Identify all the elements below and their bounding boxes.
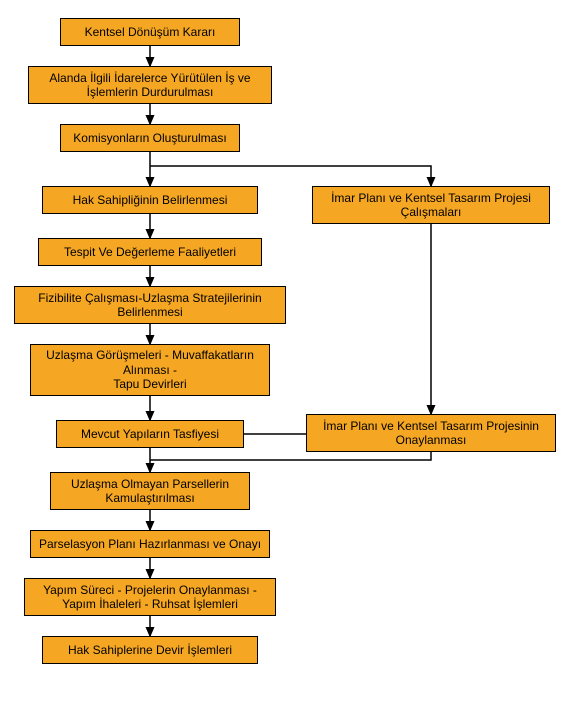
flow-node-n7: Uzlaşma Görüşmeleri - Muvaffakatların Al… [30, 344, 270, 396]
flowchart-canvas: Kentsel Dönüşüm Kararı Alanda İlgili İdar… [0, 0, 568, 716]
flow-node-r1: İmar Planı ve Kentsel Tasarım Projesi Ça… [312, 186, 550, 224]
flow-node-n2: Alanda İlgili İdarelerce Yürütülen İş ve… [28, 66, 272, 104]
flow-node-n12: Hak Sahiplerine Devir İşlemleri [42, 636, 258, 664]
flow-node-n10: Parselasyon Planı Hazırlanması ve Onayı [30, 530, 270, 558]
flow-node-r2: İmar Planı ve Kentsel Tasarım Projesinin… [306, 414, 556, 452]
flow-node-n11: Yapım Süreci - Projelerin Onaylanması - … [24, 578, 276, 616]
flow-node-n8: Mevcut Yapıların Tasfiyesi [56, 420, 244, 448]
flow-node-n4: Hak Sahipliğinin Belirlenmesi [42, 186, 258, 214]
flow-node-n3: Komisyonların Oluşturulması [60, 124, 240, 152]
edge-r2-n9 [150, 452, 431, 460]
flow-node-n6: Fizibilite Çalışması-Uzlaşma Stratejiler… [14, 286, 286, 324]
flow-node-n9: Uzlaşma Olmayan Parsellerin Kamulaştırıl… [50, 472, 250, 510]
flow-node-n5: Tespit Ve Değerleme Faaliyetleri [38, 238, 262, 266]
edge-n3-r1 [150, 166, 431, 186]
flow-node-n1: Kentsel Dönüşüm Kararı [60, 18, 240, 46]
